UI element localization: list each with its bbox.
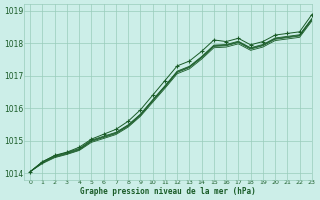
X-axis label: Graphe pression niveau de la mer (hPa): Graphe pression niveau de la mer (hPa)	[80, 187, 256, 196]
